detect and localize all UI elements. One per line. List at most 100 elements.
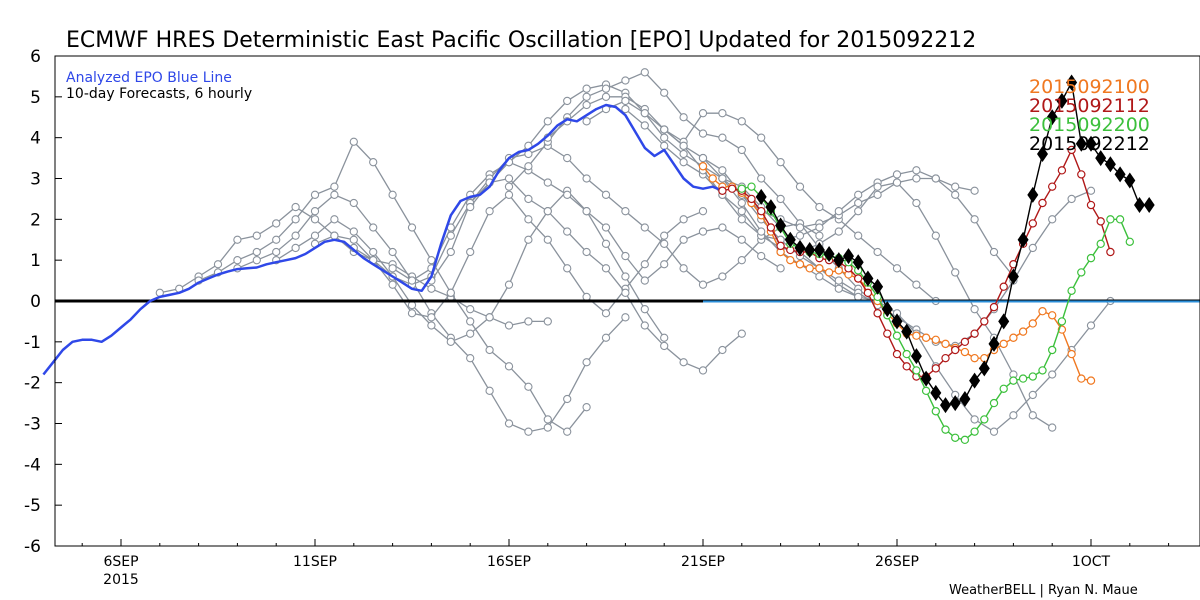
forecast-run-point [891, 313, 903, 330]
forecast-run-point [1037, 146, 1048, 162]
forecast-run-point [902, 362, 911, 371]
past-forecast-point [679, 358, 688, 367]
past-forecast-point [737, 198, 746, 208]
past-forecast-point [640, 223, 649, 232]
forecast-run-point [805, 264, 814, 273]
past-forecast-point [369, 247, 378, 257]
past-forecast-point [621, 272, 630, 281]
forecast-run-point [1057, 317, 1067, 326]
past-forecast-point [989, 247, 999, 257]
past-forecast-point [504, 190, 514, 199]
forecast-run-point [757, 206, 766, 216]
past-forecast-point [1028, 411, 1037, 420]
y-tick-label: -4 [24, 455, 41, 475]
forecast-run-point [737, 184, 747, 193]
forecast-run-point [1096, 239, 1105, 249]
past-forecast-point [640, 276, 649, 285]
past-forecast-point [640, 121, 649, 130]
forecast-run-point [747, 182, 756, 191]
past-forecast-point [563, 96, 572, 106]
past-forecast-point [543, 117, 552, 126]
past-forecast-point [621, 313, 630, 322]
past-forecast-point [388, 247, 397, 257]
forecast-run-point [1018, 327, 1028, 336]
past-forecast-point [912, 174, 921, 183]
past-forecast-point [504, 182, 514, 191]
forecast-run-point [747, 194, 756, 204]
past-forecast-point [349, 198, 358, 208]
forecast-run-point [930, 384, 942, 401]
past-forecast-point [951, 190, 960, 199]
forecast-run-point [815, 264, 824, 273]
past-forecast-point [776, 158, 785, 167]
past-forecast-point [679, 141, 688, 150]
past-forecast-point [640, 109, 649, 118]
past-forecast-point [737, 207, 746, 216]
legend-analyzed-label: Analyzed EPO Blue Line [66, 70, 232, 86]
past-forecast-point [349, 137, 358, 146]
forecast-run-point [1086, 200, 1096, 210]
past-forecast-point [601, 84, 611, 93]
forecast-run-point [804, 241, 816, 258]
past-forecast-point [698, 227, 708, 236]
past-forecast-point [834, 227, 843, 236]
past-forecast-point [310, 231, 320, 240]
past-forecast-point [698, 153, 708, 163]
forecast-run-point [1046, 109, 1058, 126]
past-forecast-point [679, 215, 688, 224]
past-forecast-point [369, 223, 378, 232]
past-forecast-point [252, 247, 261, 257]
y-tick-label: 5 [30, 88, 41, 108]
past-forecast-point [330, 190, 339, 199]
y-tick-label: -1 [24, 333, 41, 353]
past-forecast-point [737, 215, 746, 224]
past-forecast-point [660, 260, 669, 269]
past-forecast-point [291, 231, 300, 240]
forecast-run-point [854, 274, 863, 283]
past-forecast-point [698, 366, 708, 375]
past-forecast-point [931, 231, 940, 240]
past-forecast-point [718, 166, 727, 175]
forecast-run-point [1086, 253, 1096, 263]
past-forecast-point [446, 247, 455, 257]
past-forecast-point [310, 190, 320, 199]
forecast-run-point [1096, 217, 1105, 226]
past-forecast-point [892, 264, 902, 273]
past-forecast-point [543, 235, 552, 244]
forecast-run-point [813, 241, 825, 258]
past-forecast-point [737, 117, 746, 126]
past-forecast-point [291, 215, 300, 224]
past-forecast-point [504, 419, 514, 428]
forecast-run-point [794, 239, 806, 256]
y-tick-label: -3 [24, 415, 41, 435]
forecast-run-point [755, 188, 767, 205]
past-forecast-point [660, 125, 669, 134]
past-forecast-point [252, 256, 261, 265]
past-forecast-point [582, 84, 591, 93]
forecast-run-point [1106, 247, 1115, 257]
forecast-run-point [980, 317, 989, 326]
plot-area [42, 68, 1200, 445]
forecast-run-point [1009, 333, 1018, 342]
past-forecast-point [640, 305, 649, 314]
past-forecast-point [737, 256, 746, 265]
forecast-run-point [765, 199, 777, 216]
forecast-run-point [970, 353, 979, 363]
past-forecast-point [349, 227, 358, 236]
past-forecast-point [291, 202, 300, 212]
past-forecast-point [640, 260, 649, 269]
forecast-run-point [949, 395, 961, 412]
past-forecast-point [407, 223, 417, 232]
past-forecast-point [524, 317, 533, 326]
past-forecast-point [660, 141, 669, 150]
past-forecast-point [660, 231, 669, 240]
past-forecast-point [679, 264, 688, 273]
past-forecast-point [485, 386, 494, 395]
past-forecast-point [233, 235, 242, 244]
past-forecast-point [912, 280, 921, 289]
past-forecast-point [582, 174, 591, 183]
forecast-run-point [910, 348, 922, 365]
past-forecast-point [349, 235, 358, 244]
past-forecast-point [466, 317, 475, 326]
